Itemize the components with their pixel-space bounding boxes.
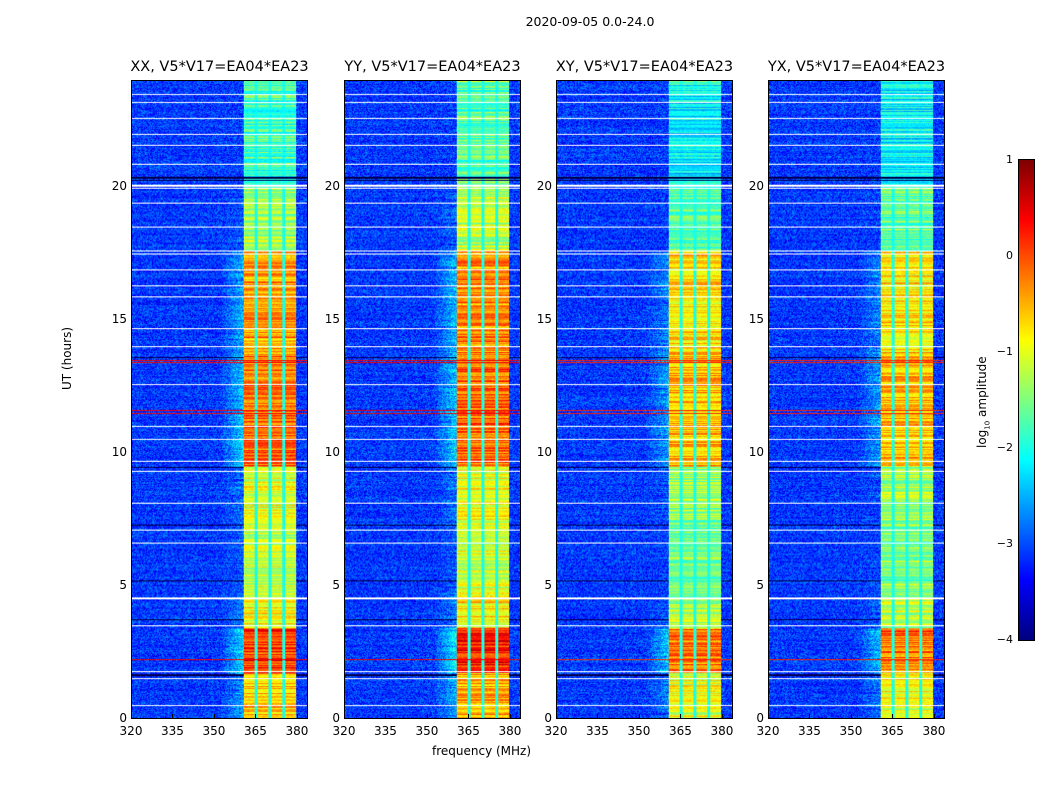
y-tick-label: 10 — [536, 444, 552, 459]
y-tick-label: 10 — [111, 444, 127, 459]
x-tick-mark — [213, 714, 215, 719]
x-tick-mark — [556, 714, 557, 719]
x-tick-label: 335 — [374, 724, 397, 738]
x-axis-label: frequency (MHz) — [432, 744, 532, 758]
panel-title: XY, V5*V17=EA04*EA23 — [555, 59, 734, 75]
panel-title: YX, V5*V17=EA04*EA23 — [767, 59, 946, 75]
x-tick-label: 335 — [161, 724, 184, 738]
x-tick-mark — [721, 714, 723, 719]
x-tick-label: 365 — [669, 724, 692, 738]
y-tick-label: 0 — [332, 711, 340, 725]
colorbar-tick-label: −4 — [996, 633, 1013, 646]
x-tick-label: 380 — [922, 724, 946, 738]
x-tick-mark — [344, 714, 345, 719]
x-tick-label: 350 — [202, 724, 226, 738]
y-tick-label: 5 — [756, 577, 764, 592]
y-tick-label: 20 — [324, 178, 340, 193]
x-tick-label: 350 — [627, 724, 651, 738]
heatmap-panel-0 — [131, 80, 308, 719]
x-tick-mark — [172, 714, 174, 719]
x-tick-mark — [768, 714, 769, 719]
x-tick-mark — [933, 714, 935, 719]
figure-title: 2020-09-05 0.0-24.0 — [525, 14, 655, 29]
y-tick-label: 15 — [111, 311, 127, 326]
y-tick-label: 15 — [536, 311, 552, 326]
x-tick-mark — [680, 714, 682, 719]
panel-title: XX, V5*V17=EA04*EA23 — [130, 59, 309, 75]
x-tick-mark — [892, 714, 894, 719]
x-tick-label: 380 — [710, 724, 734, 738]
heatmap-image — [132, 81, 307, 718]
heatmap-image — [769, 81, 944, 718]
y-tick-label: 20 — [536, 178, 552, 193]
heatmap-panel-1 — [344, 80, 521, 719]
x-tick-label: 350 — [415, 724, 439, 738]
y-tick-label: 15 — [748, 311, 764, 326]
y-tick-label: 0 — [119, 711, 127, 725]
y-tick-label: 0 — [756, 711, 764, 725]
y-tick-label: 5 — [119, 577, 127, 592]
y-tick-label: 10 — [748, 444, 764, 459]
x-tick-label: 320 — [544, 724, 568, 738]
panel-title: YY, V5*V17=EA04*EA23 — [344, 59, 521, 75]
x-tick-label: 365 — [457, 724, 480, 738]
x-tick-label: 380 — [498, 724, 522, 738]
x-tick-mark — [638, 714, 640, 719]
y-tick-label: 5 — [332, 577, 340, 592]
colorbar-label: log10 amplitude — [975, 356, 992, 448]
x-tick-mark — [597, 714, 599, 719]
x-tick-mark — [385, 714, 387, 719]
y-tick-label: 0 — [544, 711, 552, 725]
heatmap-panel-2 — [556, 80, 733, 719]
y-axis-label: UT (hours) — [60, 326, 74, 390]
colorbar-tick-label: 0 — [1006, 249, 1013, 262]
colorbar-tick-label: −3 — [996, 537, 1013, 550]
colorbar-tick-label: −2 — [996, 441, 1013, 454]
y-tick-label: 20 — [748, 178, 764, 193]
heatmap-panel-3 — [768, 80, 945, 719]
colorbar-tick-label: −1 — [996, 345, 1013, 358]
x-tick-label: 320 — [119, 724, 143, 738]
x-tick-label: 365 — [881, 724, 904, 738]
x-tick-mark — [131, 714, 132, 719]
x-tick-label: 350 — [839, 724, 863, 738]
x-tick-mark — [809, 714, 811, 719]
x-tick-label: 380 — [285, 724, 309, 738]
x-tick-label: 365 — [244, 724, 267, 738]
x-tick-mark — [296, 714, 298, 719]
x-tick-label: 335 — [798, 724, 821, 738]
x-tick-label: 320 — [756, 724, 780, 738]
x-tick-label: 320 — [332, 724, 356, 738]
colorbar-tick-label: 1 — [1006, 153, 1013, 166]
y-tick-label: 20 — [111, 178, 127, 193]
x-tick-mark — [850, 714, 852, 719]
y-tick-label: 5 — [544, 577, 552, 592]
heatmap-image — [345, 81, 520, 718]
heatmap-image — [557, 81, 732, 718]
y-tick-label: 10 — [324, 444, 340, 459]
x-tick-mark — [468, 714, 470, 719]
colorbar — [1018, 159, 1035, 641]
x-tick-mark — [255, 714, 257, 719]
x-tick-label: 335 — [586, 724, 609, 738]
y-tick-label: 15 — [324, 311, 340, 326]
x-tick-mark — [426, 714, 428, 719]
x-tick-mark — [509, 714, 511, 719]
